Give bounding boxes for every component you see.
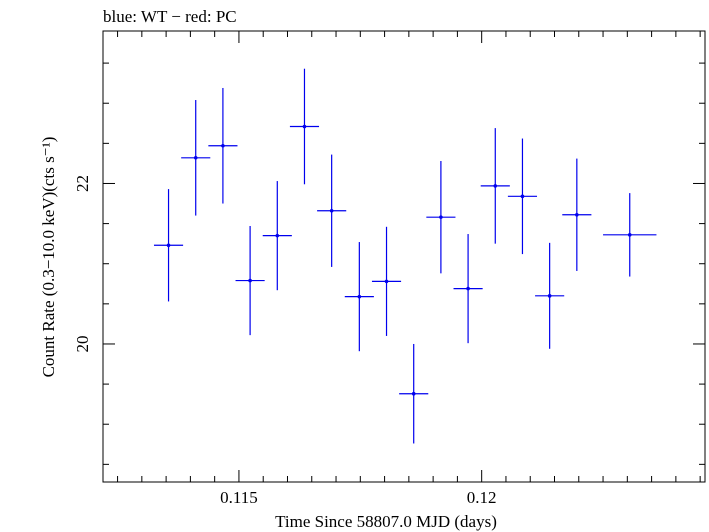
data-point [411, 391, 416, 396]
data-point [329, 208, 334, 213]
data-point [357, 294, 362, 299]
data-point [493, 184, 498, 188]
x-tick-label: 0.12 [467, 488, 497, 507]
data-point [248, 278, 252, 283]
data-point [575, 212, 579, 217]
x-tick-label: 0.115 [220, 488, 258, 507]
data-point [547, 294, 552, 298]
data-point [466, 286, 470, 291]
data-point [520, 194, 525, 199]
data-point [221, 143, 225, 148]
data-point [302, 124, 307, 129]
y-axis-label: Count Rate (0.3−10.0 keV)(cts s⁻¹) [39, 137, 58, 378]
plot-frame [102, 30, 706, 483]
data-point [384, 279, 389, 284]
data-point [166, 243, 171, 248]
y-tick-label: 20 [73, 335, 92, 352]
data-point [193, 155, 198, 160]
plot-area: 0.115 0.12 20 22 [73, 30, 706, 507]
data-point [627, 233, 632, 237]
data-point [439, 215, 443, 219]
y-tick-label: 22 [73, 175, 92, 192]
data-point [275, 233, 280, 238]
x-axis-label: Time Since 58807.0 MJD (days) [275, 512, 497, 531]
chart-title: blue: WT − red: PC [103, 7, 237, 26]
